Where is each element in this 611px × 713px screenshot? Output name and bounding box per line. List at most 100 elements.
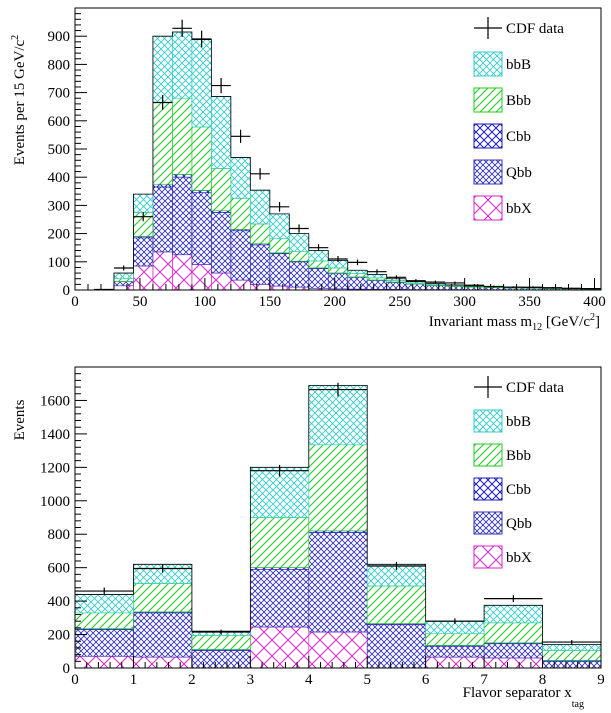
mass-bar-bbb-3 (133, 193, 154, 213)
flavor-legend-entry-bbb: bbB (473, 409, 531, 433)
mass-y-tick-label: 700 (48, 86, 71, 102)
flavor-x-axis-title: Flavor separator xtag (463, 685, 584, 710)
mass-bar-bbx-4 (152, 251, 173, 291)
mass-data-point-22 (503, 286, 524, 289)
mass-bar-bbx-6 (191, 264, 212, 291)
flavor-stack-bars (74, 384, 602, 669)
svg-text:Qbb: Qbb (506, 516, 532, 532)
mass-data-points (94, 19, 601, 291)
flavor-bar-qbb-7 (483, 643, 543, 659)
flavor-x-tick-label: 7 (480, 672, 488, 688)
mass-y-tick-label: 100 (48, 255, 71, 271)
flavor-y-tick-label: 200 (48, 628, 71, 644)
svg-text:bbX: bbX (506, 201, 532, 217)
flavor-legend-entry-bbx: bbX (473, 545, 532, 569)
svg-text:Bbb: Bbb (506, 93, 531, 109)
mass-data-point-8 (230, 129, 251, 143)
flavor-x-tick-label: 2 (188, 672, 196, 688)
mass-y-tick-label: 500 (48, 142, 71, 158)
mass-y-tick-label: 900 (48, 29, 71, 45)
mass-bar-qbb-9 (250, 244, 271, 285)
mass-bar-bbb-11 (288, 251, 310, 262)
flavor-y-tick-label: 1600 (40, 393, 70, 409)
flavor-x-tick-label: 9 (597, 672, 605, 688)
flavor-data-point-1 (133, 564, 192, 573)
mass-legend: CDF data bbB Bbb Cbb Qbb bbX (473, 17, 564, 221)
mass-bar-bbb-14 (347, 269, 368, 274)
flavor-bar-qbb-5 (366, 624, 426, 669)
mass-bar-bbx-8 (230, 279, 251, 291)
svg-text:Cbb: Cbb (506, 482, 531, 498)
mass-x-tick-label: 300 (453, 294, 476, 310)
mass-bar-qbb-8 (230, 230, 251, 281)
flavor-x-tick-label: 4 (305, 672, 313, 688)
mass-bar-bbx-10 (269, 285, 290, 291)
mass-bar-cbb-4 (152, 183, 173, 188)
flavor-data-point-2 (191, 629, 251, 635)
flavor-data-point-4 (308, 382, 368, 397)
mass-y-axis-title: Events per 15 GeV/c2 (10, 35, 28, 165)
flavor-plot-frame (74, 366, 602, 669)
mass-bar-qbb-14 (347, 277, 368, 290)
mass-data-point-9 (250, 168, 270, 180)
flavor-y-tick-label: 0 (63, 661, 71, 677)
mass-bar-qbb-6 (191, 192, 212, 265)
flavor-x-tick-label: 3 (247, 672, 255, 688)
mass-data-point-14 (347, 259, 368, 266)
mass-data-point-26 (581, 287, 601, 290)
mass-bar-bbx-3 (133, 265, 154, 291)
flavor-bar-bbx-4 (308, 631, 368, 669)
mass-x-axis-title: Invariant mass m12 [GeV/c2] (429, 312, 600, 333)
mass-legend-entry-bbx: bbX (473, 195, 532, 221)
mass-y-tick-label: 300 (48, 198, 71, 214)
mass-data-point-20 (464, 284, 485, 287)
flavor-legend-entry-cdf-data: CDF data (474, 376, 564, 398)
flavor-bar-qbb-1 (133, 612, 193, 658)
flavor-axes: 0 200 400 600 800 1000 1200 1400 1600 0 1 2 3 4 5 6 7 8 9 (40, 366, 605, 688)
mass-bar-qbb-18 (425, 285, 446, 291)
flavor-bar-qbb-8 (542, 661, 602, 669)
flavor-bar-bbb-8 (542, 650, 602, 661)
mass-data-point-18 (425, 280, 446, 284)
flavor-bar-qbb-3 (250, 569, 310, 628)
mass-bar-bbb-8 (230, 157, 251, 199)
mass-bar-bbb-12 (308, 250, 329, 262)
mass-y-tick-label: 600 (48, 114, 71, 130)
svg-text:Cbb: Cbb (506, 129, 531, 145)
mass-bar-bbx-7 (211, 272, 232, 291)
mass-bar-bbb-6 (191, 126, 212, 191)
mass-data-point-3 (133, 212, 153, 222)
mass-x-tick-label: 50 (132, 294, 147, 310)
svg-text:bbX: bbX (506, 550, 532, 566)
mass-data-point-15 (367, 269, 387, 274)
mass-bar-bbx-2 (113, 285, 134, 291)
mass-bar-qbb-15 (366, 280, 388, 290)
mass-data-point-16 (386, 275, 407, 280)
mass-data-point-17 (406, 279, 426, 283)
mass-bar-qbb-12 (308, 268, 329, 289)
mass-bar-bbb-7 (211, 96, 232, 169)
flavor-x-tick-label: 6 (422, 672, 430, 688)
mass-bar-qbb-19 (444, 286, 465, 291)
mass-legend-entry-cdf-data: CDF data (474, 17, 564, 39)
mass-bar-qbb-13 (327, 273, 349, 290)
mass-bar-qbb-16 (386, 282, 407, 290)
mass-data-point-19 (445, 281, 465, 285)
flavor-data-points (75, 382, 601, 645)
mass-data-point-10 (269, 201, 290, 212)
mass-data-point-21 (484, 285, 504, 288)
flavor-data-point-6 (425, 618, 485, 624)
mass-bar-bbb-7 (211, 168, 232, 212)
mass-bar-bbb-5 (172, 31, 193, 99)
flavor-bar-bbb-5 (366, 585, 426, 624)
mass-x-tick-label: 150 (259, 294, 282, 310)
flavor-bar-bbx-6 (425, 656, 485, 669)
svg-text:Bbb: Bbb (506, 448, 531, 464)
mass-histogram-panel: 0 100 200 300 400 500 600 700 800 900 0 50 100 150 200… (10, 7, 606, 333)
mass-bar-bbb-9 (250, 223, 271, 245)
flavor-y-tick-label: 600 (48, 561, 71, 577)
mass-bar-cbb-5 (172, 174, 193, 178)
mass-x-tick-label: 350 (518, 294, 541, 310)
flavor-legend-entry-qbb: Qbb (473, 511, 532, 535)
